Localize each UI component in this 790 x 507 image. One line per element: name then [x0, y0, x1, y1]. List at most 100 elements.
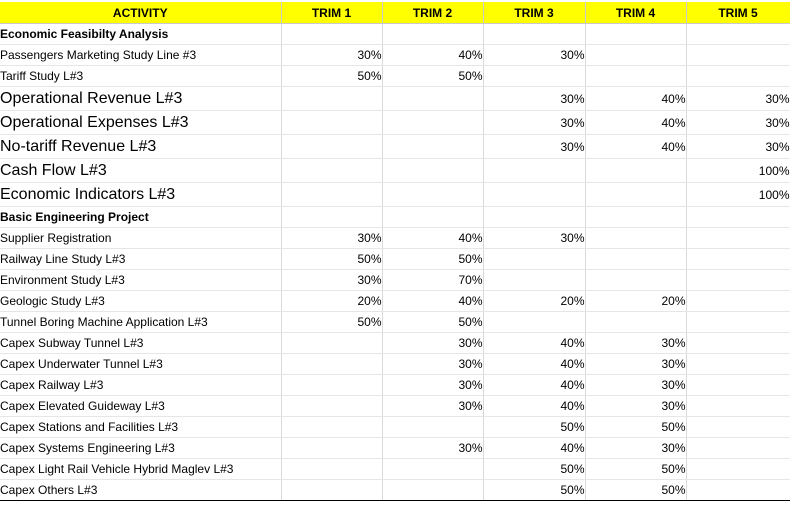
activity-cell[interactable]: Railway Line Study L#3 — [0, 248, 282, 270]
trim-3-cell[interactable]: 30% — [483, 110, 586, 135]
trim-3-cell[interactable]: 40% — [483, 437, 586, 459]
trim-5-cell[interactable] — [686, 248, 790, 270]
trim-3-cell[interactable] — [483, 23, 586, 45]
activity-cell[interactable]: Operational Expenses L#3 — [0, 110, 282, 135]
trim-5-cell[interactable] — [686, 44, 790, 66]
trim-2-cell[interactable]: 40% — [382, 227, 484, 249]
trim-1-cell[interactable] — [281, 437, 383, 459]
trim-1-cell[interactable] — [281, 134, 383, 159]
activity-cell[interactable]: Capex Light Rail Vehicle Hybrid Maglev L… — [0, 458, 282, 480]
trim-1-cell[interactable] — [281, 206, 383, 228]
trim-2-cell[interactable] — [382, 416, 484, 438]
trim-2-cell[interactable] — [382, 86, 484, 111]
trim-3-cell[interactable]: 40% — [483, 353, 586, 375]
trim-2-cell[interactable]: 40% — [382, 44, 484, 66]
activity-cell[interactable]: Capex Others L#3 — [0, 479, 282, 501]
trim-2-cell[interactable] — [382, 182, 484, 207]
trim-4-cell[interactable]: 40% — [585, 86, 687, 111]
trim-2-cell[interactable] — [382, 458, 484, 480]
trim-1-cell[interactable] — [281, 332, 383, 354]
trim-5-cell[interactable] — [686, 206, 790, 228]
trim-3-cell[interactable]: 30% — [483, 134, 586, 159]
trim-4-cell[interactable] — [585, 311, 687, 333]
trim-5-cell[interactable]: 30% — [686, 134, 790, 159]
trim-2-cell[interactable]: 50% — [382, 248, 484, 270]
trim-3-cell[interactable]: 40% — [483, 374, 586, 396]
activity-cell[interactable]: Operational Revenue L#3 — [0, 86, 282, 111]
trim-4-cell[interactable] — [585, 44, 687, 66]
trim-2-cell[interactable]: 40% — [382, 290, 484, 312]
trim-1-cell[interactable] — [281, 395, 383, 417]
trim-4-cell[interactable]: 40% — [585, 134, 687, 159]
trim-4-cell[interactable]: 50% — [585, 416, 687, 438]
trim-2-cell[interactable]: 50% — [382, 311, 484, 333]
trim-1-cell[interactable]: 50% — [281, 311, 383, 333]
trim-2-cell[interactable] — [382, 479, 484, 501]
trim-5-cell[interactable] — [686, 479, 790, 501]
trim-5-cell[interactable] — [686, 227, 790, 249]
trim-2-cell[interactable] — [382, 110, 484, 135]
trim-5-cell[interactable] — [686, 332, 790, 354]
trim-5-cell[interactable] — [686, 416, 790, 438]
activity-cell[interactable]: Tunnel Boring Machine Application L#3 — [0, 311, 282, 333]
trim-5-cell[interactable]: 100% — [686, 182, 790, 207]
trim-1-cell[interactable]: 50% — [281, 65, 383, 87]
trim-2-cell[interactable] — [382, 134, 484, 159]
trim-1-cell[interactable]: 50% — [281, 248, 383, 270]
trim-3-cell[interactable]: 30% — [483, 86, 586, 111]
trim-3-cell[interactable] — [483, 65, 586, 87]
trim-1-cell[interactable] — [281, 23, 383, 45]
trim-2-cell[interactable] — [382, 158, 484, 183]
trim-2-cell[interactable]: 70% — [382, 269, 484, 291]
header-trim-3[interactable]: TRIM 3 — [483, 2, 586, 24]
trim-4-cell[interactable] — [585, 23, 687, 45]
header-activity[interactable]: ACTIVITY — [0, 2, 282, 24]
trim-3-cell[interactable] — [483, 182, 586, 207]
trim-5-cell[interactable]: 100% — [686, 158, 790, 183]
trim-4-cell[interactable] — [585, 182, 687, 207]
trim-1-cell[interactable] — [281, 158, 383, 183]
trim-3-cell[interactable] — [483, 311, 586, 333]
activity-cell[interactable]: Capex Subway Tunnel L#3 — [0, 332, 282, 354]
trim-4-cell[interactable] — [585, 65, 687, 87]
trim-1-cell[interactable] — [281, 374, 383, 396]
activity-cell[interactable]: Tariff Study L#3 — [0, 65, 282, 87]
activity-cell[interactable]: Geologic Study L#3 — [0, 290, 282, 312]
activity-cell[interactable]: Cash Flow L#3 — [0, 158, 282, 183]
trim-3-cell[interactable]: 50% — [483, 479, 586, 501]
trim-1-cell[interactable] — [281, 458, 383, 480]
trim-5-cell[interactable]: 30% — [686, 110, 790, 135]
trim-4-cell[interactable] — [585, 158, 687, 183]
header-trim-5[interactable]: TRIM 5 — [686, 2, 790, 24]
activity-cell[interactable]: Capex Stations and Facilities L#3 — [0, 416, 282, 438]
trim-2-cell[interactable]: 30% — [382, 395, 484, 417]
trim-5-cell[interactable]: 30% — [686, 86, 790, 111]
trim-3-cell[interactable]: 30% — [483, 227, 586, 249]
header-trim-2[interactable]: TRIM 2 — [382, 2, 484, 24]
trim-1-cell[interactable] — [281, 479, 383, 501]
activity-cell[interactable]: Economic Indicators L#3 — [0, 182, 282, 207]
trim-3-cell[interactable] — [483, 158, 586, 183]
trim-3-cell[interactable]: 40% — [483, 395, 586, 417]
trim-4-cell[interactable]: 40% — [585, 110, 687, 135]
activity-cell[interactable]: Capex Systems Engineering L#3 — [0, 437, 282, 459]
trim-1-cell[interactable]: 30% — [281, 44, 383, 66]
header-trim-1[interactable]: TRIM 1 — [281, 2, 383, 24]
trim-2-cell[interactable] — [382, 23, 484, 45]
activity-cell[interactable]: Capex Elevated Guideway L#3 — [0, 395, 282, 417]
trim-1-cell[interactable] — [281, 86, 383, 111]
activity-cell[interactable]: Supplier Registration — [0, 227, 282, 249]
activity-cell[interactable]: Passengers Marketing Study Line #3 — [0, 44, 282, 66]
trim-4-cell[interactable]: 30% — [585, 437, 687, 459]
trim-4-cell[interactable]: 20% — [585, 290, 687, 312]
activity-cell[interactable]: Economic Feasibilty Analysis — [0, 23, 282, 45]
activity-cell[interactable]: Environment Study L#3 — [0, 269, 282, 291]
trim-5-cell[interactable] — [686, 65, 790, 87]
trim-4-cell[interactable]: 50% — [585, 458, 687, 480]
activity-cell[interactable]: Capex Underwater Tunnel L#3 — [0, 353, 282, 375]
trim-1-cell[interactable] — [281, 110, 383, 135]
activity-cell[interactable]: Capex Railway L#3 — [0, 374, 282, 396]
trim-4-cell[interactable] — [585, 227, 687, 249]
trim-4-cell[interactable]: 50% — [585, 479, 687, 501]
activity-cell[interactable]: Basic Engineering Project — [0, 206, 282, 228]
